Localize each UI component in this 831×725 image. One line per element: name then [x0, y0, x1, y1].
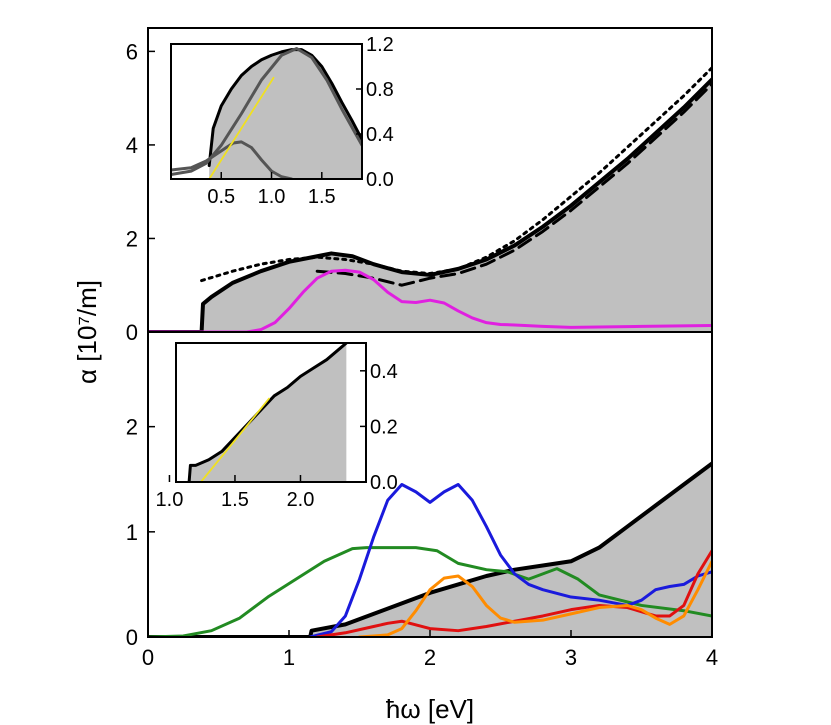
bottom-inset-ytick-label: 0.4 — [370, 361, 398, 383]
bottom-inset-frame — [175, 342, 367, 483]
top-inset-xtick-label: 0.5 — [207, 186, 235, 208]
bottom-xtick-label: 1 — [283, 645, 295, 670]
bottom-inset-yellow-fit-line — [199, 397, 270, 482]
top-ytick-label: 6 — [126, 39, 138, 64]
top-inset-yellow-fit-line — [208, 76, 275, 179]
top-inset-fill-solid-line — [207, 48, 362, 167]
bottom-inset-xtick-label: 2.0 — [287, 489, 315, 511]
bottom-inset-panel: 0.0 0.2 0.4 1.0 1.5 2.0 — [156, 342, 398, 511]
x-axis-label: ħω [eV] — [386, 694, 474, 724]
bottom-xtick-label: 4 — [706, 645, 718, 670]
top-ytick-label: 0 — [126, 320, 138, 345]
bottom-inset-fill-solid-line — [187, 343, 348, 482]
bottom-panel: 0 1 2 0 1 2 3 4 ħω [eV] α [10⁷/m] — [72, 280, 718, 724]
bottom-xtick-label: 3 — [565, 645, 577, 670]
bottom-xtick-label: 2 — [424, 645, 436, 670]
top-inset-ytick-label: 0.4 — [366, 124, 394, 146]
bottom-inset-xtick-label: 1.5 — [221, 489, 249, 511]
top-ytick-label: 2 — [126, 226, 138, 251]
top-magenta-line — [148, 268, 712, 332]
top-inset-ytick-label: 0.8 — [366, 79, 394, 101]
top-inset-panel: 0.0 0.4 0.8 1.2 0.5 1.0 1.5 — [170, 34, 394, 208]
bottom-xtick-label: 0 — [142, 645, 154, 670]
bottom-ytick-label: 1 — [126, 520, 138, 545]
top-inset-frame — [170, 43, 363, 180]
bottom-ytick-label: 0 — [126, 625, 138, 650]
bottom-inset-ytick-label: 0.0 — [370, 472, 398, 494]
top-inset-ytick-label: 0.0 — [366, 169, 394, 191]
top-fill-solid-line — [148, 77, 712, 332]
bottom-orange-line — [358, 559, 712, 637]
bottom-red-line — [315, 549, 712, 637]
bottom-inset-ytick-label: 0.2 — [370, 416, 398, 438]
top-panel: 0 2 4 6 — [126, 27, 713, 345]
bottom-fill-solid-area — [148, 463, 712, 637]
y-axis-label: α [10⁷/m] — [72, 280, 102, 384]
top-dotted-line — [200, 66, 712, 283]
top-inset-ytick-label: 1.2 — [366, 34, 394, 56]
top-inset-gray-narrow-line — [171, 140, 294, 179]
top-dashed-line — [315, 82, 712, 287]
top-inset-xtick-label: 1.0 — [258, 186, 286, 208]
top-inset-gray-broad-line — [171, 47, 362, 176]
bottom-ytick-label: 2 — [126, 415, 138, 440]
top-inset-xtick-label: 1.5 — [308, 186, 336, 208]
top-ytick-label: 4 — [126, 133, 138, 158]
bottom-blue-line — [308, 483, 712, 637]
top-fill-solid-area — [148, 79, 712, 332]
bottom-green-line — [148, 546, 712, 637]
bottom-inset-xtick-label: 1.0 — [156, 489, 184, 511]
